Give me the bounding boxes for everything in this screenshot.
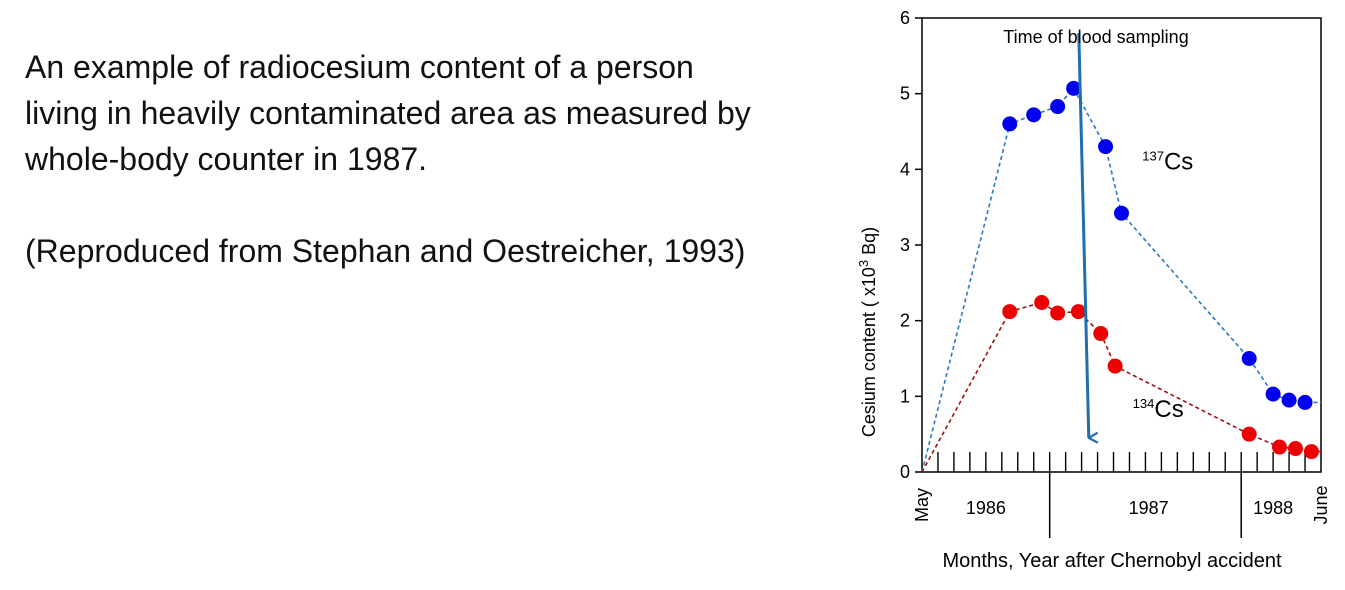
series-label-cs137-mass: 137: [1142, 148, 1164, 163]
data-point: [1070, 304, 1086, 320]
year-label: 1987: [1129, 498, 1169, 518]
data-point: [1281, 392, 1297, 408]
x-end-label: June: [1311, 485, 1331, 524]
plot-frame: [921, 17, 1322, 473]
data-point: [1303, 444, 1319, 460]
data-point: [1287, 441, 1303, 457]
series-line: [921, 301, 1321, 473]
y-tick-label: 5: [900, 84, 910, 104]
year-labels: 1986 1987 1988: [966, 498, 1293, 518]
blood-sampling-label: Time of blood sampling: [1003, 27, 1188, 47]
data-point: [1002, 304, 1018, 320]
year-dividers: [1048, 472, 1242, 538]
data-point: [1050, 99, 1066, 115]
x-axis-label: Months, Year after Chernobyl accident: [942, 550, 1282, 572]
data-point: [1265, 386, 1281, 402]
series-lines: [921, 87, 1321, 473]
series-points: [1002, 80, 1319, 460]
data-point: [1093, 326, 1109, 342]
blood-sampling-arrow: [1077, 33, 1089, 438]
data-point: [1114, 205, 1129, 221]
series-label-cs134-mass: 134: [1133, 396, 1155, 411]
y-tick-label: 6: [900, 8, 910, 28]
series-label-cs137-element: Cs: [1164, 148, 1193, 175]
y-tick-label: 4: [900, 159, 910, 179]
data-point: [1107, 358, 1123, 374]
month-ticks: [937, 452, 1306, 472]
data-point: [1050, 305, 1066, 321]
y-axis-label: Cesium content ( x103 Bq): [856, 227, 879, 437]
description-line-1: An example of radiocesium content of a p…: [25, 49, 694, 85]
y-axis-label-main: Cesium content ( x10: [859, 267, 879, 437]
y-axis-tick-labels: 0 1 2 3 4 5 6: [900, 8, 910, 482]
data-point: [1241, 351, 1257, 366]
description-text: An example of radiocesium content of a p…: [25, 44, 825, 274]
data-point: [1297, 394, 1313, 410]
y-axis-label-unit: Bq): [859, 227, 879, 260]
year-label: 1988: [1253, 498, 1293, 518]
reference-text: (Reproduced from Stephan and Oestreicher…: [25, 233, 746, 269]
y-tick-label: 0: [900, 462, 910, 482]
data-point: [1241, 426, 1257, 442]
y-axis-label-exponent: 3: [856, 260, 871, 267]
data-point: [1026, 107, 1042, 123]
data-point: [1272, 439, 1288, 455]
data-point: [1098, 139, 1114, 155]
data-point: [1034, 295, 1050, 311]
y-tick-label: 1: [900, 386, 910, 406]
y-tick-label: 2: [900, 311, 910, 331]
series-label-cs137: 137Cs: [1142, 148, 1193, 175]
series-label-cs134: 134Cs: [1133, 396, 1184, 423]
y-axis-ticks: [915, 17, 922, 473]
description-line-2: living in heavily contaminated area as m…: [25, 95, 751, 131]
series-label-cs134-element: Cs: [1154, 396, 1183, 423]
description-line-3: whole-body counter in 1987.: [25, 141, 428, 177]
data-point: [1002, 116, 1018, 132]
data-point: [1066, 80, 1082, 96]
y-tick-label: 3: [900, 235, 910, 255]
series-line: [921, 87, 1321, 473]
x-start-label: May: [912, 488, 932, 522]
year-label: 1986: [966, 498, 1006, 518]
